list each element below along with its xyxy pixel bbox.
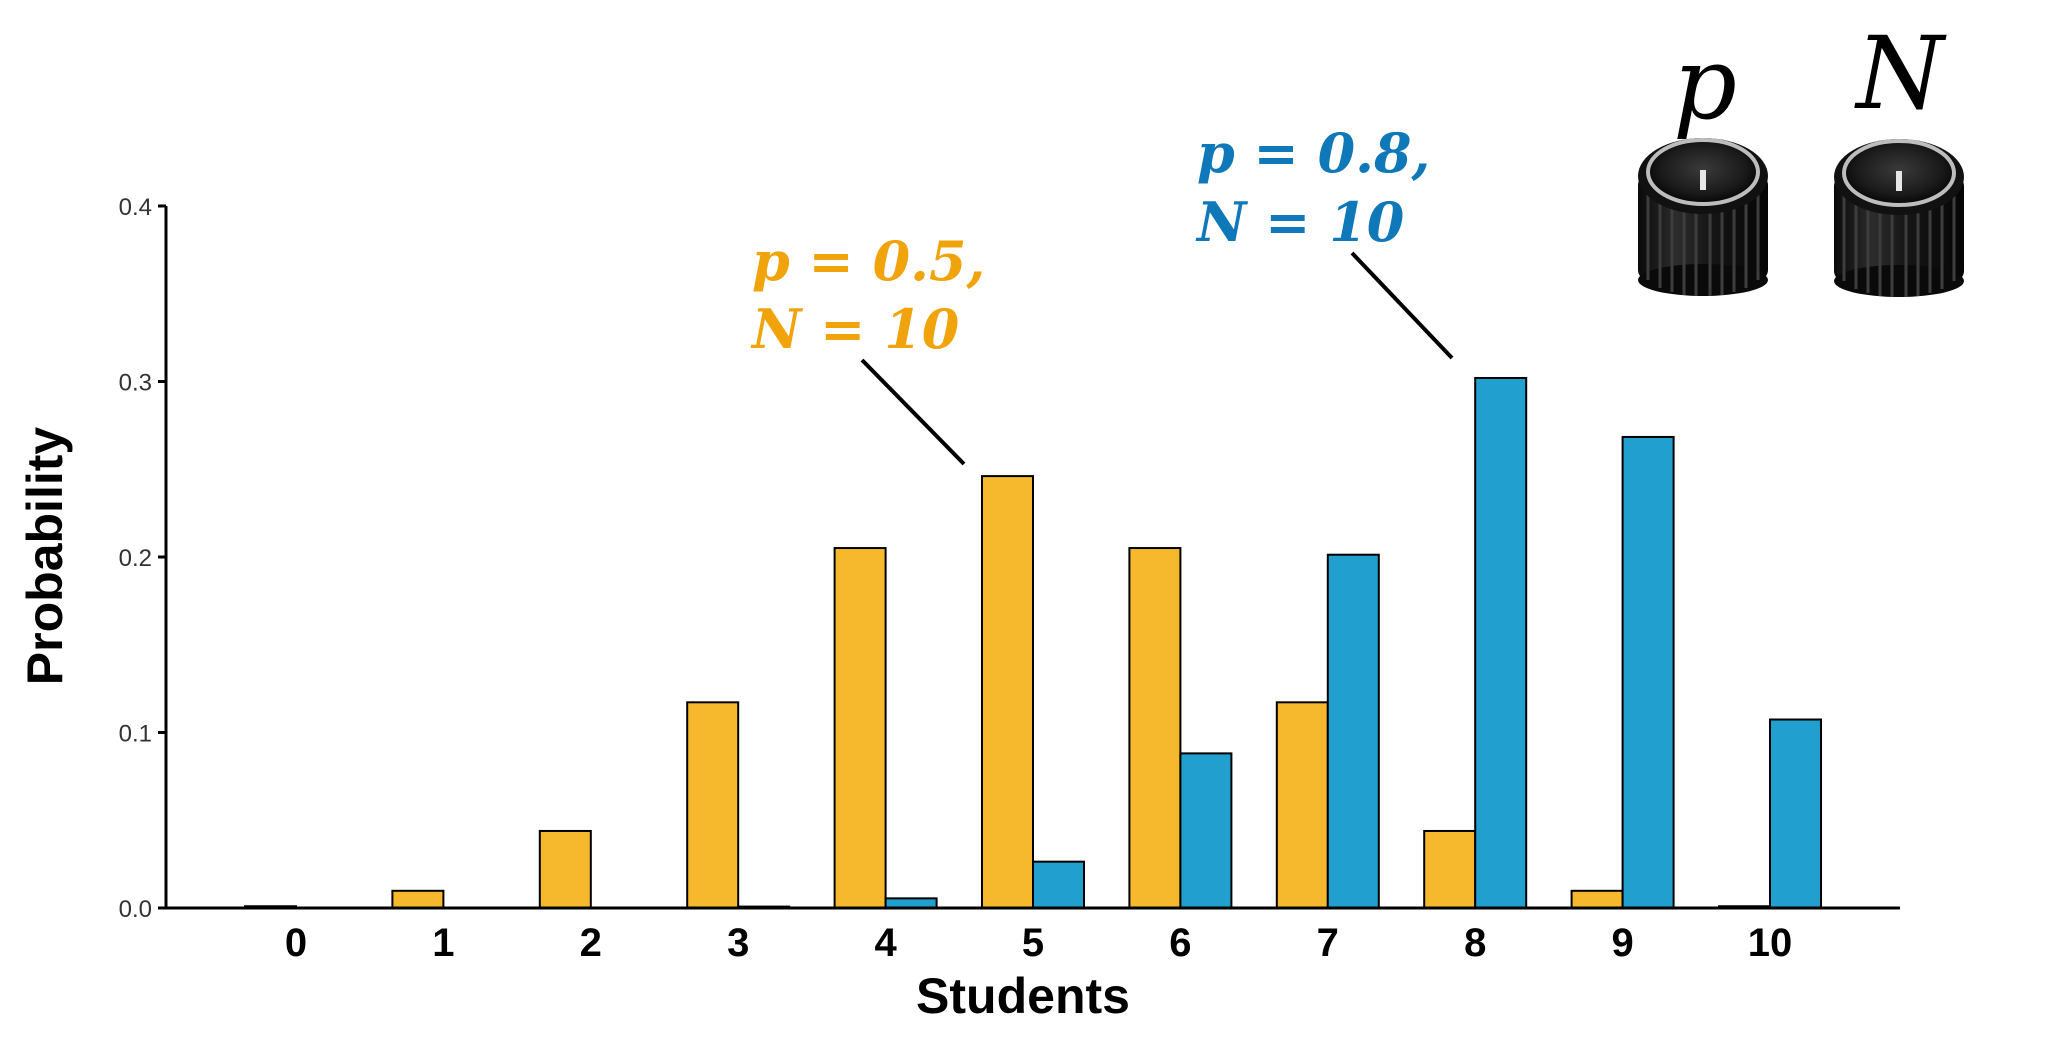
y-tick-label: 0.4 xyxy=(119,194,152,221)
x-tick-label: 6 xyxy=(1169,921,1191,965)
bar-series1-2 xyxy=(540,831,591,908)
bar-series1-1 xyxy=(392,891,443,908)
bar-series1-8 xyxy=(1424,831,1475,908)
bar-series1-9 xyxy=(1572,891,1623,908)
knob-p-label: p xyxy=(1673,25,1737,142)
bar-series1-5 xyxy=(982,476,1033,908)
x-tick-label: 3 xyxy=(727,921,749,965)
x-tick-label: 4 xyxy=(874,921,897,965)
annotation-p08-line2: N = 10 xyxy=(1195,190,1404,254)
bar-series2-9 xyxy=(1623,437,1674,908)
knob-N-label: N xyxy=(1854,15,1947,132)
annotation-p05-leader xyxy=(862,360,964,464)
y-tick-label: 0.2 xyxy=(119,545,152,572)
y-tick-label: 0.0 xyxy=(119,896,152,923)
bar-series2-6 xyxy=(1180,753,1231,908)
bars-group xyxy=(245,378,1821,908)
knob-p[interactable]: p xyxy=(1638,25,1768,296)
bar-series2-10 xyxy=(1770,720,1821,908)
x-tick-label: 7 xyxy=(1317,921,1339,965)
y-tick-label: 0.3 xyxy=(119,370,152,397)
annotation-p05-line2: N = 10 xyxy=(750,297,959,361)
bar-series2-8 xyxy=(1475,378,1526,908)
annotation-p05: p = 0.5, N = 10 xyxy=(750,229,985,464)
x-tick-label: 9 xyxy=(1611,921,1633,965)
bar-series1-6 xyxy=(1129,548,1180,908)
annotation-p08-line1: p = 0.8, xyxy=(1197,121,1430,185)
annotation-p08-leader xyxy=(1352,253,1452,358)
bar-series2-5 xyxy=(1033,862,1084,908)
y-axis-title: Probability xyxy=(17,427,73,686)
bar-series1-4 xyxy=(835,548,886,908)
knob-icon xyxy=(1638,138,1768,296)
x-tick-label: 8 xyxy=(1464,921,1486,965)
x-tick-label: 1 xyxy=(432,921,454,965)
x-tick-label: 10 xyxy=(1748,921,1793,965)
knob-N[interactable]: N xyxy=(1834,15,1964,297)
x-tick-label: 5 xyxy=(1022,921,1044,965)
annotation-p08: p = 0.8, N = 10 xyxy=(1195,121,1452,358)
bar-series2-7 xyxy=(1328,555,1379,908)
annotation-p05-line1: p = 0.5, xyxy=(752,229,985,293)
knob-icon xyxy=(1834,139,1964,297)
x-tick-label: 2 xyxy=(580,921,602,965)
x-axis-title: Students xyxy=(916,968,1130,1024)
bar-series1-3 xyxy=(687,702,738,908)
y-tick-label: 0.1 xyxy=(119,721,152,748)
bar-series1-7 xyxy=(1277,702,1328,908)
x-tick-label: 0 xyxy=(285,921,307,965)
